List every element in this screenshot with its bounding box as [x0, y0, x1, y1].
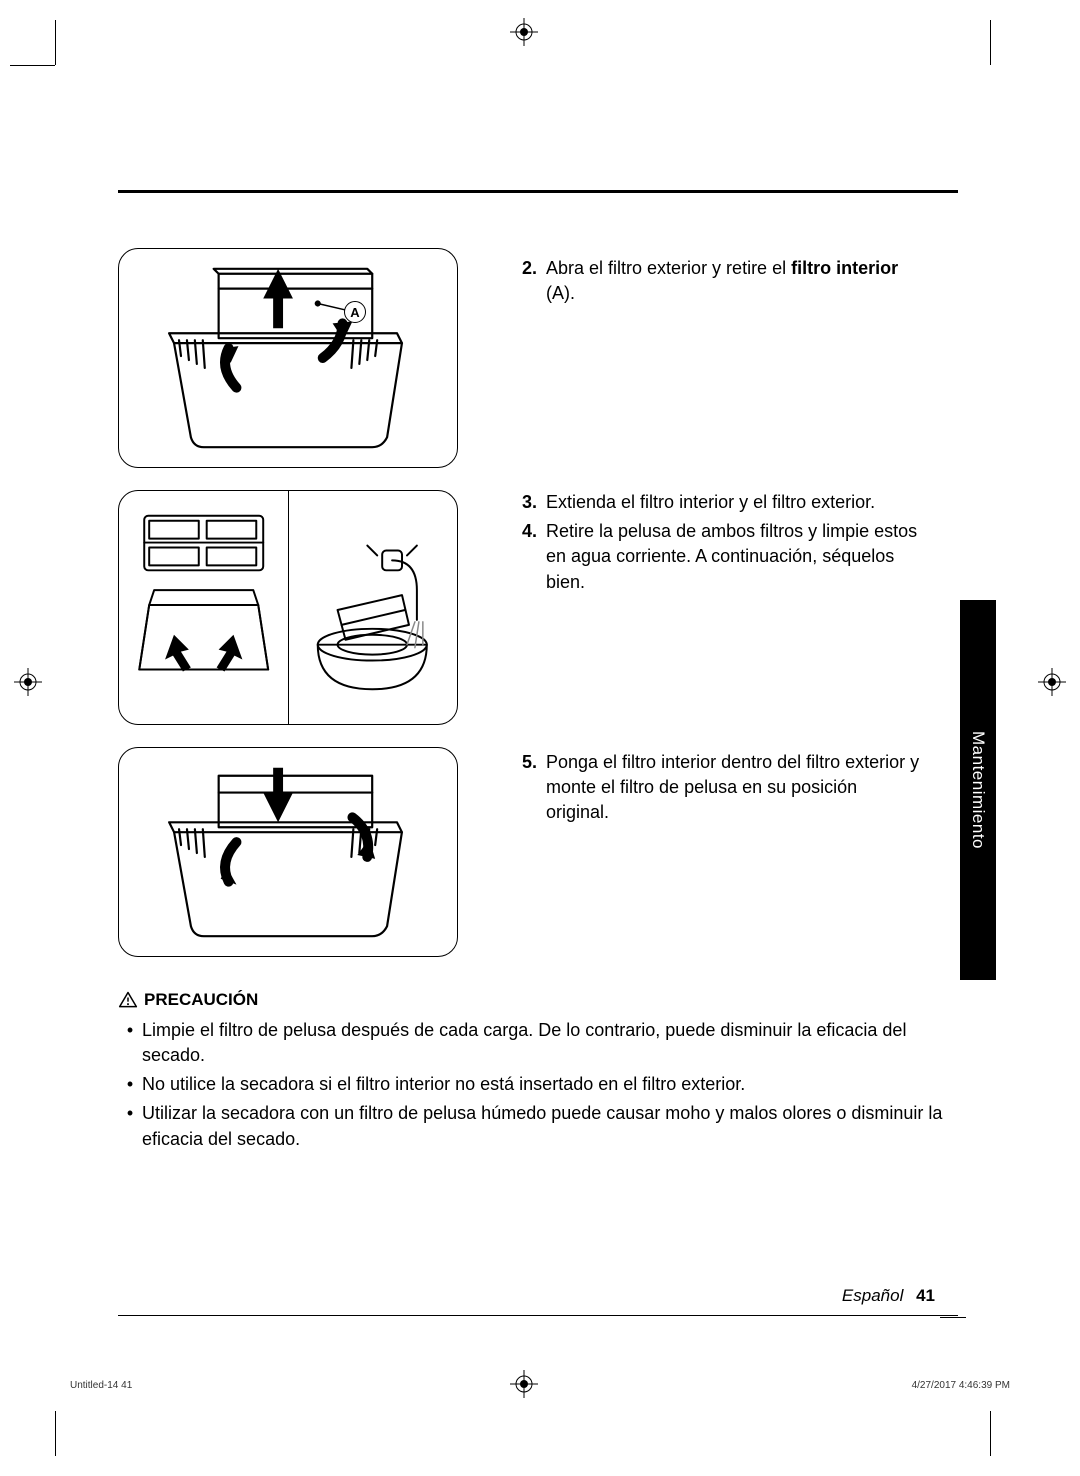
step-body: Extienda el filtro interior y el filtro … [546, 490, 922, 515]
crop-mark [990, 20, 991, 65]
footer-meta-left: Untitled-14 41 [70, 1380, 132, 1391]
step-3-4-text: 3. Extienda el filtro interior y el filt… [522, 490, 922, 599]
callout-a-text: A [350, 305, 359, 320]
registration-mark-top [510, 18, 538, 46]
step-number: 4. [522, 519, 546, 595]
caution-item: No utilice la secadora si el filtro inte… [142, 1072, 745, 1097]
footer-language: Español 41 [842, 1286, 935, 1306]
footer-page-number: 41 [916, 1286, 935, 1305]
figure-step-2: A [118, 248, 458, 468]
caution-item: Utilizar la secadora con un filtro de pe… [142, 1101, 958, 1151]
figure-step-5 [118, 747, 458, 957]
caution-item: Limpie el filtro de pelusa después de ca… [142, 1018, 958, 1068]
step-body: Abra el filtro exterior y retire el filt… [546, 256, 922, 306]
figure-2-divider [288, 490, 289, 725]
footer-meta-right: 4/27/2017 4:46:39 PM [912, 1380, 1010, 1391]
warning-icon [118, 990, 138, 1010]
footer-rule [118, 1315, 958, 1316]
page: A 2. Abra el filtro exterior y retire el… [0, 0, 1080, 1476]
registration-mark-bottom [510, 1370, 538, 1398]
callout-a: A [344, 301, 366, 323]
section-tab: Mantenimiento [960, 600, 996, 980]
step-body: Ponga el filtro interior dentro del filt… [546, 750, 922, 826]
step-5-text: 5. Ponga el filtro interior dentro del f… [522, 750, 922, 830]
step-number: 2. [522, 256, 546, 306]
bullet: • [118, 1018, 142, 1068]
crop-mark [10, 65, 55, 66]
step-body: Retire la pelusa de ambos filtros y limp… [546, 519, 922, 595]
registration-mark-left [14, 668, 42, 696]
step-number: 3. [522, 490, 546, 515]
caution-section: PRECAUCIÓN •Limpie el filtro de pelusa d… [118, 988, 958, 1156]
bullet: • [118, 1072, 142, 1097]
step-2-text: 2. Abra el filtro exterior y retire el f… [522, 256, 922, 310]
header-rule [118, 190, 958, 193]
caution-title-text: PRECAUCIÓN [144, 988, 258, 1012]
footer-lang-text: Español [842, 1286, 903, 1305]
caution-heading: PRECAUCIÓN [118, 988, 958, 1012]
crop-mark [55, 1411, 56, 1456]
bullet: • [118, 1101, 142, 1151]
crop-mark [55, 20, 56, 65]
registration-mark-right [1038, 668, 1066, 696]
section-tab-label: Mantenimiento [968, 731, 988, 849]
footer-dash [940, 1317, 966, 1318]
step-number: 5. [522, 750, 546, 826]
crop-mark [990, 1411, 991, 1456]
